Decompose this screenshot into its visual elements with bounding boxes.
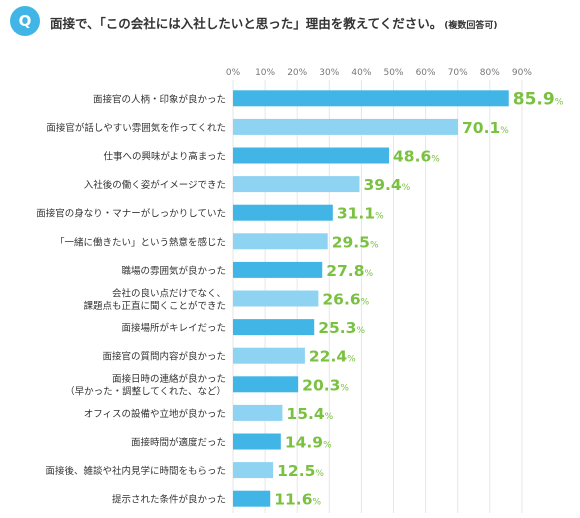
bar — [233, 90, 509, 107]
bar — [233, 261, 323, 278]
x-tick-label: 10% — [255, 68, 275, 78]
value-label: 85.9% — [513, 89, 564, 109]
value-label: 48.6% — [393, 148, 440, 166]
value-label: 14.9% — [285, 434, 332, 452]
category-label: 面接官の身なり・マナーがしっかりしていた — [36, 208, 226, 220]
bar — [233, 347, 305, 364]
bar — [233, 319, 315, 336]
bar — [233, 462, 274, 479]
value-label: 26.6% — [322, 291, 369, 309]
x-tick-label: 30% — [319, 68, 339, 78]
value-label: 70.1% — [462, 119, 509, 137]
bar — [233, 376, 299, 393]
category-label: 「一緒に働きたい」という熱意を感じた — [55, 236, 226, 248]
value-label: 11.6% — [274, 491, 321, 509]
bar — [233, 404, 283, 421]
bar — [233, 290, 319, 307]
bar — [233, 176, 360, 193]
category-label: （早かった・調整してくれた、など） — [65, 386, 226, 398]
x-tick-label: 50% — [383, 68, 403, 78]
x-tick-label: 20% — [287, 68, 307, 78]
q-badge-icon: Q — [10, 6, 40, 36]
value-unit: % — [325, 412, 334, 422]
value-unit: % — [402, 183, 411, 193]
x-tick-label: 80% — [480, 68, 500, 78]
value-unit: % — [364, 269, 373, 279]
bar — [233, 147, 390, 164]
x-tick-label: 70% — [448, 68, 468, 78]
category-label: 面接官が話しやすい雰囲気を作ってくれた — [46, 122, 226, 134]
category-label: 面接後、雑談や社内見学に時間をもらった — [45, 465, 226, 477]
value-label: 22.4% — [309, 348, 356, 366]
value-label: 20.3% — [302, 376, 349, 394]
x-tick-label: 90% — [512, 68, 532, 78]
category-label: 面接官の質問内容が良かった — [102, 351, 226, 363]
category-label: 面接官の人柄・印象が良かった — [93, 93, 226, 105]
value-label: 29.5% — [332, 233, 379, 251]
value-label: 27.8% — [326, 262, 373, 280]
category-label: 面接日時の連絡が良かった — [112, 373, 226, 385]
question-main: 面接で、「この会社には入社したいと思った」理由を教えてください。 — [50, 16, 443, 31]
value-unit: % — [370, 240, 379, 250]
category-label: 面接時間が適度だった — [131, 437, 226, 449]
value-unit: % — [361, 298, 370, 308]
question-note: (複数回答可) — [444, 21, 498, 31]
value-unit: % — [356, 326, 365, 336]
question-header: Q 面接で、「この会社には入社したいと思った」理由を教えてください。 (複数回答可… — [10, 6, 575, 36]
x-tick-label: 0% — [226, 68, 241, 78]
value-unit: % — [312, 498, 321, 508]
question-text: 面接で、「この会社には入社したいと思った」理由を教えてください。 (複数回答可) — [50, 13, 498, 32]
value-label: 25.3% — [318, 319, 365, 337]
value-unit: % — [375, 212, 384, 222]
category-label: 職場の雰囲気が良かった — [121, 265, 226, 277]
value-label: 39.4% — [363, 176, 410, 194]
bar — [233, 433, 281, 450]
category-label: 提示された条件が良かった — [112, 494, 226, 506]
value-unit: % — [315, 469, 324, 479]
category-label: 仕事への興味がより高まった — [104, 151, 226, 163]
bar — [233, 233, 328, 250]
category-label: 会社の良い点だけでなく、 — [112, 287, 226, 299]
category-label: オフィスの設備や立地が良かった — [84, 408, 226, 420]
category-label: 課題点も正直に聞くことができた — [83, 300, 226, 312]
category-label: 入社後の働く姿がイメージできた — [84, 179, 226, 191]
category-label: 面接場所がキレイだった — [121, 322, 226, 334]
value-unit: % — [340, 383, 349, 393]
value-unit: % — [431, 155, 440, 165]
x-tick-label: 40% — [351, 68, 371, 78]
value-unit: % — [323, 441, 332, 451]
bar — [233, 204, 333, 221]
value-label: 12.5% — [277, 462, 324, 480]
value-unit: % — [347, 355, 356, 365]
bar — [233, 118, 459, 135]
value-unit: % — [500, 126, 509, 136]
value-label: 31.1% — [337, 205, 384, 223]
value-label: 15.4% — [286, 405, 333, 423]
value-unit: % — [555, 97, 564, 107]
x-tick-label: 60% — [416, 68, 436, 78]
bar — [233, 490, 271, 507]
